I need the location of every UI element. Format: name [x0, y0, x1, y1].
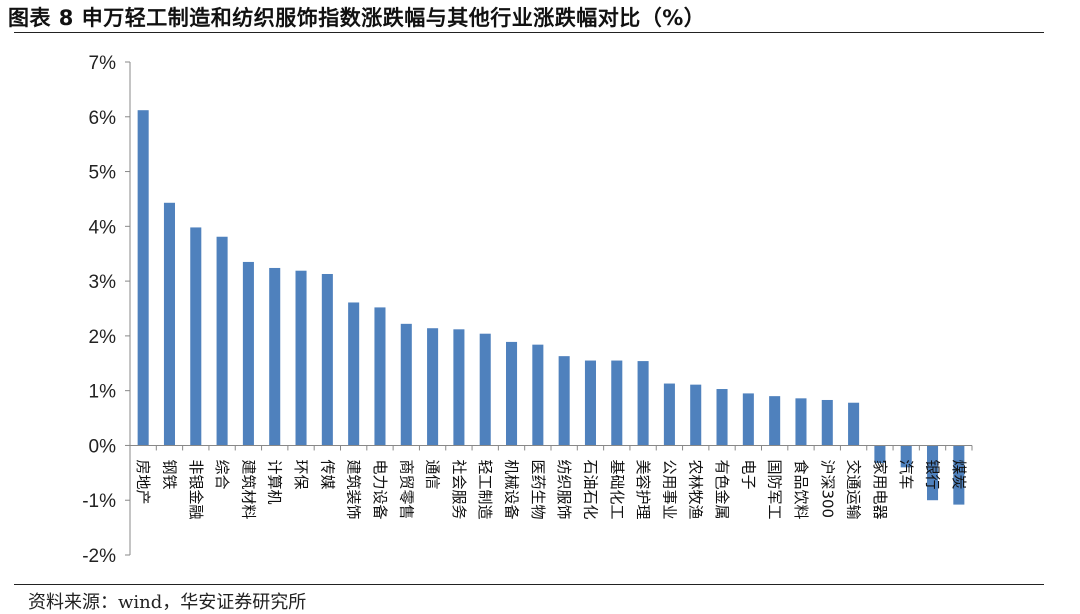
x-tick-labels: 房地产 钢铁 非银金融 综合 建筑材料 计算机 环保 传媒 建筑装饰 电力设备 商贸零售 通信 社会服务…	[134, 459, 968, 519]
bar-7	[295, 270, 307, 446]
chart-title: 图表 8 申万轻工制造和纺织服饰指数涨跌幅与其他行业涨跌幅对比（%）	[8, 6, 706, 30]
x-tick-label: 纺织服饰	[555, 459, 573, 519]
bar-22	[690, 384, 702, 446]
x-tick-label: 交通运输	[845, 459, 863, 519]
y-tick-label: 6%	[89, 108, 117, 129]
bar-26	[795, 398, 807, 446]
x-tick-label: 建筑材料	[239, 459, 257, 519]
bar-6	[269, 267, 281, 446]
source-rule	[14, 584, 1044, 585]
bar-9	[348, 302, 360, 446]
x-tick-label: 社会服务	[450, 459, 468, 519]
bar-18	[584, 360, 596, 446]
bar-32	[953, 445, 965, 505]
bar-12	[427, 328, 439, 446]
bar-20	[637, 361, 649, 446]
x-tick-label: 家用电器	[871, 459, 889, 519]
bar-28	[848, 402, 860, 446]
x-tick-label: 农林牧渔	[687, 459, 705, 519]
bar-17	[558, 356, 570, 446]
source-note: 资料来源：wind，华安证券研究所	[28, 592, 307, 613]
x-tick-label: 机械设备	[503, 459, 521, 519]
bar-8	[321, 273, 333, 446]
y-tick-label: 7%	[89, 53, 117, 74]
bar-19	[611, 360, 623, 446]
bar-4	[216, 236, 228, 446]
bar-30	[900, 445, 912, 468]
bar-25	[769, 396, 781, 446]
x-tick-label: 汽车	[897, 459, 915, 489]
x-tick-label: 通信	[424, 459, 442, 489]
y-axis: -2% -1% 0% 1% 2% 3% 4% 5% 6% 7%	[82, 53, 131, 567]
y-tick-label: 4%	[89, 217, 117, 238]
x-tick-label: 房地产	[134, 459, 152, 504]
bars	[137, 110, 965, 505]
y-tick-label: 1%	[89, 382, 117, 403]
x-tick-label: 轻工制造	[476, 459, 494, 519]
bar-13	[453, 329, 465, 446]
x-tick-label: 综合	[213, 459, 231, 489]
x-tick-label: 食品饮料	[792, 459, 810, 519]
x-tick-label: 煤炭	[950, 459, 968, 489]
x-tick-label: 公用事业	[660, 459, 678, 519]
x-tick-label: 基础化工	[608, 459, 626, 519]
x-tick-label: 电子	[739, 459, 757, 489]
bar-5	[242, 261, 254, 446]
x-tick-label: 电力设备	[371, 459, 389, 519]
bar-1	[137, 110, 149, 446]
x-tick-label: 计算机	[266, 459, 284, 504]
bar-14	[479, 333, 491, 446]
y-tick-label: -1%	[82, 491, 116, 512]
bar-31	[927, 445, 939, 501]
y-tick-label: 5%	[89, 163, 117, 184]
bar-27	[821, 399, 833, 446]
bar-10	[374, 307, 386, 446]
bar-chart: -2% -1% 0% 1% 2% 3% 4% 5% 6% 7% 房地产 钢铁 非银金融 综合 建筑材料 计算…	[82, 53, 973, 567]
bar-23	[716, 389, 728, 446]
x-tick-label: 传媒	[318, 459, 336, 489]
bar-24	[742, 393, 754, 446]
y-tick-label: 0%	[89, 436, 117, 457]
bar-21	[663, 383, 675, 446]
bar-16	[532, 344, 544, 446]
bar-11	[400, 323, 412, 446]
x-tick-label: 国防军工	[766, 459, 784, 519]
x-tick-label: 钢铁	[160, 459, 178, 489]
y-tick-label: -2%	[82, 546, 116, 567]
bar-29	[874, 445, 886, 463]
x-tick-label: 商贸零售	[397, 459, 415, 519]
x-tick-label: 非银金融	[187, 459, 205, 519]
x-tick-label: 建筑装饰	[345, 459, 363, 519]
x-tick-label: 有色金属	[713, 459, 731, 519]
title-rule	[14, 32, 1044, 33]
x-tick-label: 环保	[292, 459, 310, 489]
x-tick-label: 美容护理	[634, 459, 652, 519]
x-tick-label: 沪深300	[818, 459, 836, 518]
bar-15	[506, 341, 518, 446]
bar-3	[190, 227, 202, 446]
y-tick-label: 3%	[89, 272, 117, 293]
bar-2	[163, 202, 175, 446]
y-tick-label: 2%	[89, 327, 117, 348]
x-tick-label: 医药生物	[529, 459, 547, 519]
x-tick-label: 石油石化	[581, 459, 599, 519]
x-tick-label: 银行	[924, 459, 942, 489]
x-axis	[129, 444, 973, 451]
